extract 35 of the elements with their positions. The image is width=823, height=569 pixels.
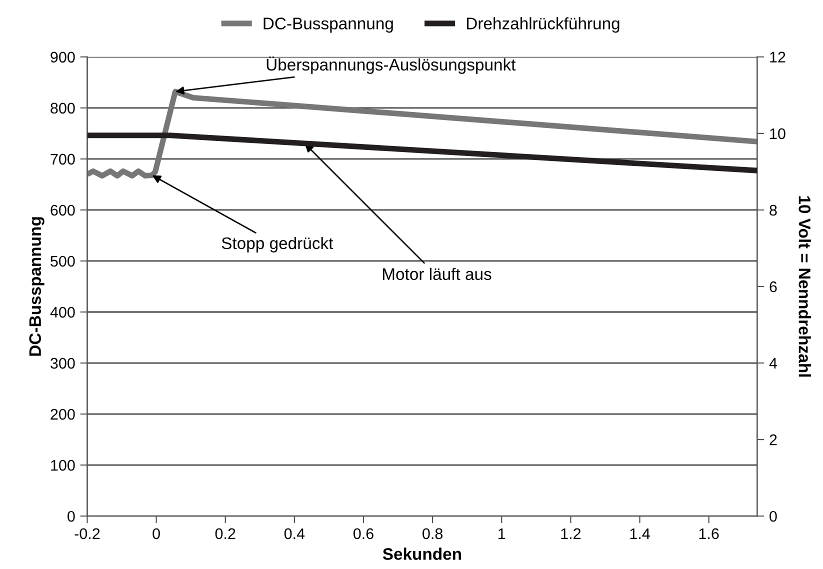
- y-tick-label: 200: [50, 408, 75, 420]
- y-axis-title: DC-Busspannung: [29, 217, 44, 356]
- y-tick-label: 0: [68, 510, 75, 522]
- y-tick-label: 800: [50, 102, 75, 114]
- y2-tick-label: 8: [770, 204, 777, 216]
- x-tick-label: 0: [152, 528, 160, 540]
- y-tick-label: 400: [50, 306, 75, 318]
- y-tick-label: 100: [51, 460, 75, 471]
- legend-label: Drehzahlrückführung: [466, 17, 620, 33]
- y2-tick-label: 12: [770, 52, 786, 62]
- annotation: Stopp gedrückt: [222, 236, 334, 252]
- x-tick-label: 0.4: [284, 528, 305, 540]
- x-tick-label: 0.8: [422, 528, 443, 540]
- x-tick-label: 0.6: [353, 528, 374, 540]
- y-tick-label: 300: [50, 358, 75, 369]
- y2-tick-label: 2: [770, 434, 777, 446]
- legend-label: DC-Busspannung: [264, 18, 393, 33]
- y2-tick-label: 4: [769, 358, 778, 369]
- x-tick-label: 1.6: [699, 528, 719, 540]
- y2-tick-label: 6: [770, 281, 777, 292]
- annotation: Motor läuft aus: [382, 268, 492, 280]
- x-tick-label: -0.2: [74, 528, 100, 540]
- x-tick-label: 1: [498, 528, 506, 539]
- x-tick-label: 1.2: [561, 528, 581, 539]
- x-tick-label: 1.4: [630, 528, 650, 539]
- y2-tick-label: 10: [770, 128, 786, 140]
- y-tick-label: 600: [50, 204, 75, 216]
- y2-axis-title: 10 Volt = Nenndrehzahl: [798, 196, 811, 377]
- y-tick-label: 700: [50, 154, 75, 165]
- x-tick-label: 0.2: [215, 528, 236, 540]
- x-axis-title: Sekunden: [382, 548, 461, 560]
- annotation: Überspannungs-Auslösungspunkt: [266, 56, 516, 74]
- y-tick-label: 500: [50, 256, 75, 267]
- y2-tick-label: 0: [770, 510, 777, 522]
- y-tick-label: 900: [50, 52, 75, 63]
